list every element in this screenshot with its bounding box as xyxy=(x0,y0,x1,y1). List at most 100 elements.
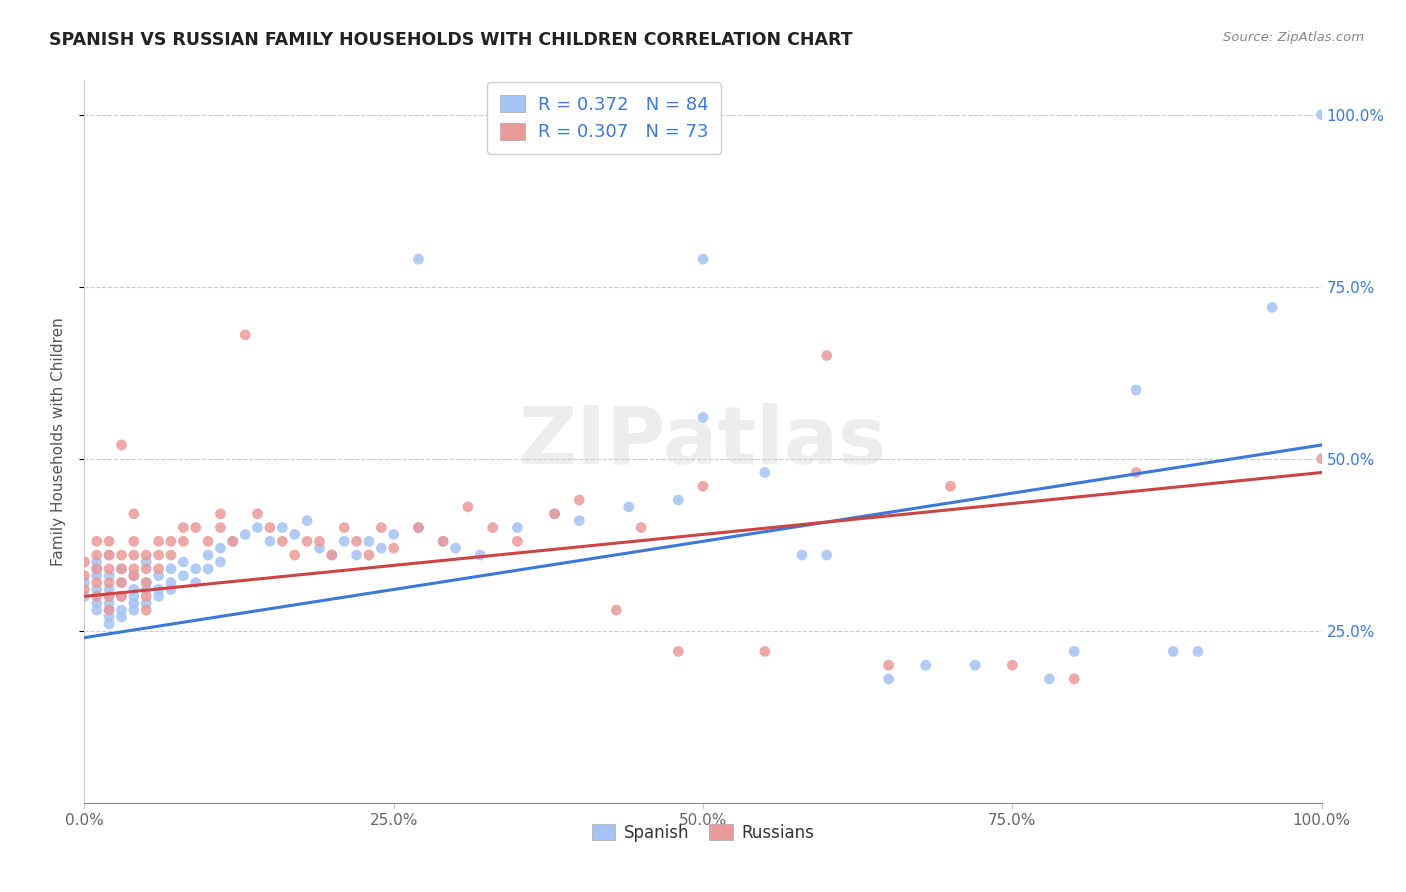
Point xyxy=(543,507,565,521)
Point xyxy=(110,548,132,562)
Point xyxy=(357,548,380,562)
Point xyxy=(333,520,356,534)
Point xyxy=(110,603,132,617)
Point xyxy=(135,548,157,562)
Point xyxy=(197,548,219,562)
Point xyxy=(86,534,108,549)
Point xyxy=(1038,672,1060,686)
Point xyxy=(86,582,108,597)
Point xyxy=(1063,644,1085,658)
Point xyxy=(370,541,392,556)
Point xyxy=(432,534,454,549)
Point xyxy=(877,658,900,673)
Point xyxy=(408,252,430,267)
Point xyxy=(209,507,232,521)
Text: ZIPatlas: ZIPatlas xyxy=(519,402,887,481)
Point xyxy=(122,534,145,549)
Point xyxy=(666,644,689,658)
Point xyxy=(692,410,714,425)
Point xyxy=(86,562,108,576)
Point xyxy=(135,582,157,597)
Point xyxy=(148,562,170,576)
Point xyxy=(1063,672,1085,686)
Point xyxy=(470,548,492,562)
Point xyxy=(172,555,194,569)
Point xyxy=(222,534,245,549)
Point xyxy=(308,541,330,556)
Point xyxy=(506,534,529,549)
Point xyxy=(172,534,194,549)
Point xyxy=(110,575,132,590)
Point xyxy=(98,590,121,604)
Point xyxy=(172,568,194,582)
Point xyxy=(568,514,591,528)
Point xyxy=(209,541,232,556)
Point xyxy=(98,548,121,562)
Point xyxy=(209,520,232,534)
Y-axis label: Family Households with Children: Family Households with Children xyxy=(51,318,66,566)
Point xyxy=(135,603,157,617)
Point xyxy=(939,479,962,493)
Point xyxy=(1125,466,1147,480)
Point xyxy=(271,520,294,534)
Point xyxy=(1125,383,1147,397)
Point xyxy=(122,568,145,582)
Point xyxy=(259,520,281,534)
Point xyxy=(98,590,121,604)
Point xyxy=(184,575,207,590)
Point xyxy=(148,534,170,549)
Point xyxy=(73,582,96,597)
Point xyxy=(122,603,145,617)
Point xyxy=(1261,301,1284,315)
Point xyxy=(98,534,121,549)
Point xyxy=(408,520,430,534)
Point xyxy=(122,582,145,597)
Point xyxy=(86,548,108,562)
Point xyxy=(184,520,207,534)
Point xyxy=(382,527,405,541)
Point xyxy=(408,520,430,534)
Point xyxy=(1187,644,1209,658)
Point xyxy=(110,562,132,576)
Point xyxy=(98,603,121,617)
Point xyxy=(86,603,108,617)
Point xyxy=(295,534,318,549)
Point xyxy=(321,548,343,562)
Point xyxy=(790,548,813,562)
Text: SPANISH VS RUSSIAN FAMILY HOUSEHOLDS WITH CHILDREN CORRELATION CHART: SPANISH VS RUSSIAN FAMILY HOUSEHOLDS WIT… xyxy=(49,31,853,49)
Point xyxy=(148,590,170,604)
Point xyxy=(754,466,776,480)
Point xyxy=(284,527,307,541)
Point xyxy=(160,548,183,562)
Point xyxy=(160,534,183,549)
Point xyxy=(692,479,714,493)
Point xyxy=(222,534,245,549)
Point xyxy=(98,575,121,590)
Point xyxy=(617,500,640,514)
Point xyxy=(160,582,183,597)
Point xyxy=(630,520,652,534)
Point xyxy=(246,507,269,521)
Point xyxy=(110,590,132,604)
Point xyxy=(1310,451,1333,466)
Point xyxy=(172,520,194,534)
Point xyxy=(110,562,132,576)
Point xyxy=(457,500,479,514)
Point xyxy=(148,582,170,597)
Point xyxy=(209,555,232,569)
Point xyxy=(370,520,392,534)
Point xyxy=(233,327,256,342)
Point xyxy=(148,548,170,562)
Point xyxy=(110,610,132,624)
Point xyxy=(444,541,467,556)
Point xyxy=(110,438,132,452)
Point xyxy=(357,534,380,549)
Point xyxy=(754,644,776,658)
Point xyxy=(135,596,157,610)
Point xyxy=(98,548,121,562)
Point xyxy=(259,534,281,549)
Legend: Spanish, Russians: Spanish, Russians xyxy=(585,817,821,848)
Point xyxy=(1310,108,1333,122)
Point xyxy=(432,534,454,549)
Point xyxy=(284,548,307,562)
